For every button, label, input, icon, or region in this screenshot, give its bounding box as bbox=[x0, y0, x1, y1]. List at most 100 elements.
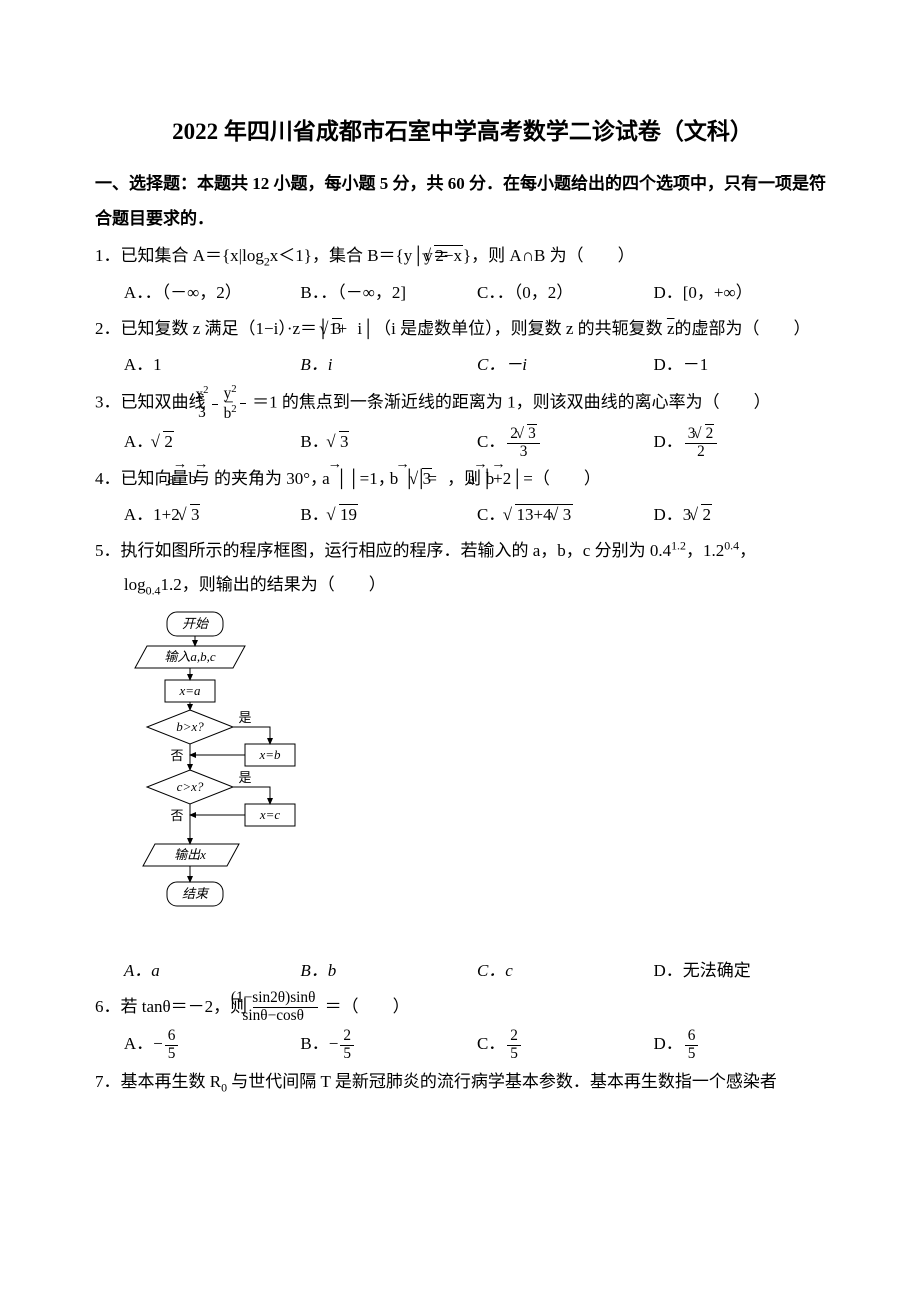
q7-pre: 7．基本再生数 R bbox=[95, 1072, 221, 1091]
q4-c-pre: C． bbox=[477, 505, 505, 524]
q6-a-pre: A．− bbox=[124, 1034, 163, 1053]
q6-c-n: 2 bbox=[507, 1028, 521, 1045]
q2-option-c: C．－i bbox=[477, 348, 654, 382]
q3-f1d: 3 bbox=[212, 404, 218, 422]
flow-cx: c>x? bbox=[177, 779, 204, 794]
q3-a-sqrt: 2 bbox=[163, 431, 174, 451]
sqrt-icon: 3 bbox=[518, 426, 537, 443]
q4-sqrt3: 3 bbox=[422, 468, 433, 488]
q6-d-n: 6 bbox=[685, 1028, 699, 1045]
q4-option-d: D．3 2 bbox=[653, 498, 830, 532]
q4-pre: 4．已知向量 bbox=[95, 469, 193, 488]
q4-b-pre: B． bbox=[300, 505, 328, 524]
fraction-icon: 25 bbox=[340, 1028, 354, 1063]
q3-b-sqrt: 3 bbox=[339, 431, 350, 451]
q2-stem-pre: 2．已知复数 z 满足（1−i）·z＝│1+ bbox=[95, 319, 347, 338]
flow-no-2: 否 bbox=[171, 808, 184, 823]
q5-option-b: B．b bbox=[300, 954, 477, 988]
flow-input: 输入a,b,c bbox=[165, 649, 217, 664]
q3-d-d: 2 bbox=[685, 443, 717, 461]
q5-sup2: 0.4 bbox=[724, 539, 739, 553]
q1-sqrt: 2−x bbox=[434, 245, 463, 265]
q3-c-n-sqrt: 3 bbox=[527, 424, 537, 442]
q4-c-sqrt-pre: 13+4 bbox=[516, 505, 551, 524]
q3-d-n-sqrt: 2 bbox=[705, 424, 715, 442]
q4-option-c: C．13+43 bbox=[477, 498, 654, 532]
flow-start: 开始 bbox=[182, 616, 209, 631]
flow-out: 输出x bbox=[174, 847, 206, 862]
q6-d-d: 5 bbox=[685, 1045, 699, 1063]
q5-line1-pre: 5．执行如图所示的程序框图，运行相应的程序．若输入的 a，b，c 分别为 0.4 bbox=[95, 541, 671, 560]
q6-d-pre: D． bbox=[653, 1034, 682, 1053]
q6-option-b: B．−25 bbox=[300, 1027, 477, 1062]
q2-option-d: D．－1 bbox=[653, 348, 830, 382]
flow-xb: x=b bbox=[259, 747, 282, 762]
flow-xc: x=c bbox=[259, 807, 281, 822]
q3-stem-post: ＝1 的焦点到一条渐近线的距离为 1，则该双曲线的离心率为（ ） bbox=[252, 393, 771, 412]
q3-f1n: x bbox=[195, 386, 203, 403]
section-1-heading: 一、选择题：本题共 12 小题，每小题 5 分，共 60 分．在每小题给出的四个… bbox=[95, 166, 830, 237]
exam-page: 2022 年四川省成都市石室中学高考数学二诊试卷（文科） 一、选择题：本题共 1… bbox=[0, 0, 920, 1160]
q4-mid2: │=1， │ bbox=[348, 469, 416, 488]
q5-line2-post: 1.2，则输出的结果为（ ） bbox=[161, 575, 386, 594]
flowchart: 开始 输入a,b,c x=a b>x? x=b c>x? x=c 输出x 结束 … bbox=[95, 610, 830, 950]
question-1: 1．已知集合 A＝{x|log2x＜1}，集合 B＝{y│y＝2−x}，则 A∩… bbox=[95, 239, 830, 310]
fraction-icon: 322 bbox=[685, 426, 717, 461]
q4-options: A．1+23 B．19 C．13+43 D．32 bbox=[95, 498, 830, 532]
q2-stem-mid: i│（i 是虚数单位），则复数 z 的共轭复数 bbox=[357, 319, 667, 338]
q3-b-pre: B． bbox=[300, 432, 328, 451]
q5-option-c: C．c bbox=[477, 954, 654, 988]
fraction-icon: y2 b2 bbox=[240, 384, 246, 423]
sqrt-icon: 3 bbox=[552, 498, 573, 532]
q3-stem-pre: 3．已知双曲线 bbox=[95, 393, 206, 412]
q4-b-sqrt: 19 bbox=[339, 504, 358, 524]
q4-mid5: │=（ ） bbox=[511, 469, 601, 488]
q4-option-b: B． 19 bbox=[300, 498, 477, 532]
sqrt-icon: 13+43 bbox=[505, 498, 573, 532]
q4-d-sqrt: 2 bbox=[701, 504, 712, 524]
q6-b-n: 2 bbox=[340, 1028, 354, 1045]
q5-line1-post: ， bbox=[739, 541, 756, 560]
q6-a-n: 6 bbox=[165, 1028, 179, 1045]
sqrt-icon: 2 bbox=[153, 425, 174, 459]
q4-a-pre: A．1+2 bbox=[124, 505, 180, 524]
sqrt-icon: 3 bbox=[329, 425, 350, 459]
q6-den: sinθ−cosθ bbox=[253, 1007, 318, 1025]
q2-stem-post: 的虚部为（ ） bbox=[674, 319, 810, 338]
question-5: 5．执行如图所示的程序框图，运行相应的程序．若输入的 a，b，c 分别为 0.4… bbox=[95, 534, 830, 987]
q6-c-pre: C． bbox=[477, 1034, 505, 1053]
q4-d-pre: D．3 bbox=[653, 505, 691, 524]
q6-pre: 6．若 tanθ＝－2，则 bbox=[95, 997, 247, 1016]
q5-sup1: 1.2 bbox=[671, 539, 686, 553]
q6-options: A．−65 B．−25 C．25 D．65 bbox=[95, 1027, 830, 1062]
q5-line1-mid: ，1.2 bbox=[686, 541, 724, 560]
fraction-icon: 233 bbox=[507, 426, 539, 461]
q1-stem-post: }，则 A∩B 为（ ） bbox=[463, 246, 635, 265]
question-3: 3．已知双曲线 x2 3 − y2 b2 ＝1 的焦点到一条渐近线的距离为 1，… bbox=[95, 384, 830, 460]
q3-f2n-sup: 2 bbox=[231, 383, 236, 395]
q6-option-d: D．65 bbox=[653, 1027, 830, 1062]
q3-a-pre: A． bbox=[124, 432, 153, 451]
q1-option-d: D．[0，+∞） bbox=[653, 276, 830, 310]
fraction-icon: (1−sin2θ)sinθ sinθ−cosθ bbox=[253, 990, 318, 1025]
flow-yes-2: 是 bbox=[239, 770, 252, 785]
flow-xa: x=a bbox=[179, 683, 202, 698]
q5-line2-pre: log bbox=[124, 575, 146, 594]
question-4: 4．已知向量 a与 b的夹角为 30°， │a│=1， │b│=3，则│a+2b… bbox=[95, 462, 830, 532]
q6-c-d: 5 bbox=[507, 1045, 521, 1063]
sqrt-icon: 3 bbox=[347, 312, 357, 346]
q6-b-d: 5 bbox=[340, 1045, 354, 1063]
q6-num: (1−sin2θ)sinθ bbox=[253, 990, 318, 1007]
q2-options: A．1 B．i C．－i D．－1 bbox=[95, 348, 830, 382]
q3-option-d: D．322 bbox=[653, 425, 830, 460]
q5-option-d: D．无法确定 bbox=[653, 954, 830, 988]
sqrt-icon: 3 bbox=[180, 498, 201, 532]
question-2: 2．已知复数 z 满足（1−i）·z＝│1+3i│（i 是虚数单位），则复数 z… bbox=[95, 312, 830, 382]
q1-option-b: B．．（－∞，2] bbox=[300, 276, 477, 310]
flow-end: 结束 bbox=[182, 886, 210, 901]
q6-a-d: 5 bbox=[165, 1045, 179, 1063]
q6-option-a: A．−65 bbox=[124, 1027, 301, 1062]
flow-bx: b>x? bbox=[177, 719, 205, 734]
q5-options: A．a B．b C．c D．无法确定 bbox=[95, 954, 830, 988]
q3-c-d: 3 bbox=[507, 443, 539, 461]
